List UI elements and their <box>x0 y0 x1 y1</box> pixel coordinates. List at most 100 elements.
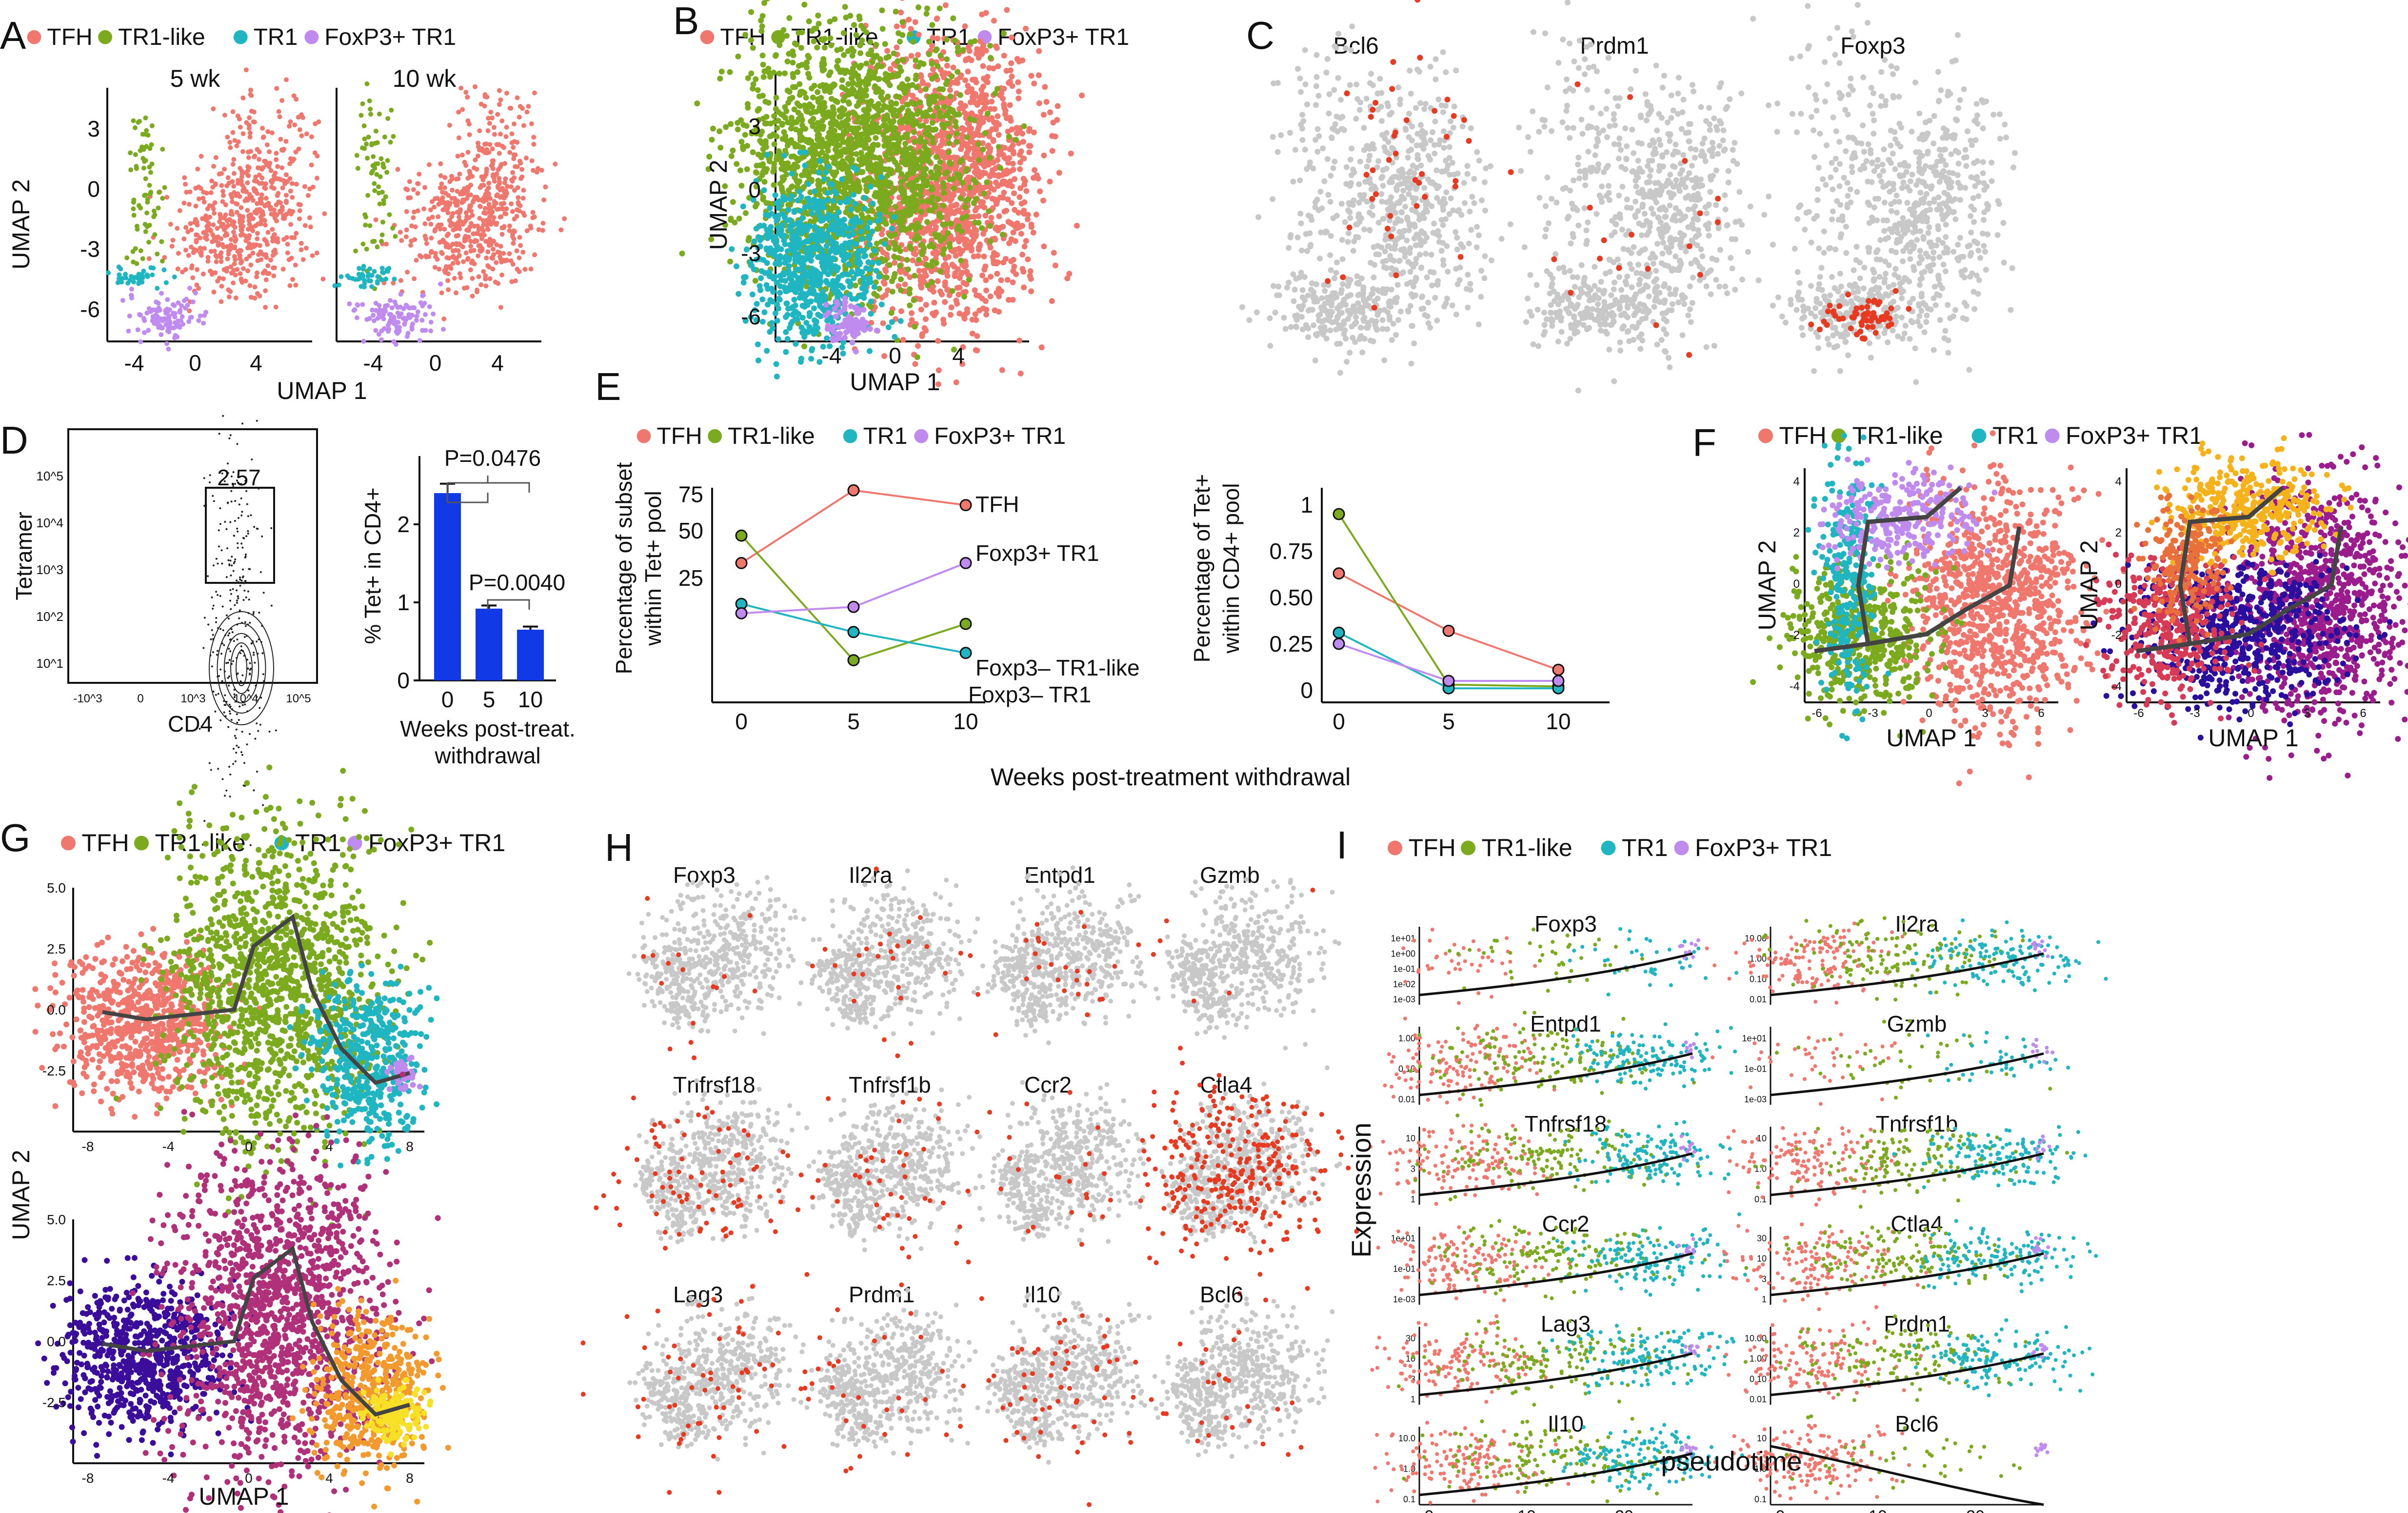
scatter-points <box>1009 989 1063 1038</box>
panel-f-xtick: -6 <box>1811 707 1822 720</box>
panel-h-umap-entpd1 <box>968 865 1170 1045</box>
scatter-points <box>1579 16 1780 370</box>
scatter-points <box>2149 435 2354 576</box>
trend-curve <box>1770 1445 2044 1506</box>
scatter-points <box>1376 1225 1572 1302</box>
legend-dot <box>1971 428 1987 443</box>
scatter-points <box>1926 1031 2070 1083</box>
scatter-points <box>637 1078 816 1242</box>
e-left-point <box>847 600 860 613</box>
e-right-xtick: 5 <box>1442 709 1455 734</box>
panel-i-ytick: 1.0 <box>1403 1464 1415 1474</box>
scatter-points <box>1159 1354 1230 1436</box>
panel-g-ytick: 5.0 <box>47 1212 66 1227</box>
panel-i-ytick: 0.01 <box>1750 1394 1767 1404</box>
scatter-points <box>656 1194 707 1244</box>
e-series-label: Foxp3– TR1 <box>968 682 1091 707</box>
scatter-points <box>1753 1127 2069 1209</box>
flow-xtick: 10^3 <box>180 692 205 705</box>
legend-label: TFH <box>1779 422 1827 449</box>
panel-i-xtick: 0 <box>1776 1507 1785 1513</box>
panel-h-gene-label: Foxp3 <box>673 862 736 888</box>
scatter-points <box>130 1072 441 1513</box>
scatter-points <box>1910 918 2108 995</box>
panel-f-ytick: 4 <box>1793 475 1800 488</box>
e-left-ylabel: within Tet+ pool <box>640 491 666 646</box>
flow-ytick: 10^2 <box>36 609 63 624</box>
scatter-points <box>995 1291 1159 1465</box>
scatter-points <box>287 962 440 1169</box>
panel-g-legend: TFH TR1-like TR1 FoxP3+ TR1 <box>61 829 505 856</box>
legend-label: TFH <box>82 829 129 856</box>
scatter-points <box>1555 1212 1747 1297</box>
legend-dot <box>61 836 76 851</box>
scatter-points <box>804 1353 881 1430</box>
e-left-ylabel: Percentage of subset <box>611 462 637 674</box>
scatter-points <box>805 935 881 1004</box>
gate-box <box>205 487 275 584</box>
legend-dot <box>2045 428 2060 443</box>
bar-week-10 <box>517 630 544 680</box>
panel-i-plot-il10: Il10 10.0 1.0 0.1 0 10 20 <box>1373 1411 1744 1513</box>
scatter-points <box>1828 32 2018 385</box>
legend-label: TR1 <box>1992 422 2038 449</box>
legend-label: FoxP3+ TR1 <box>934 423 1066 449</box>
bar-ytick: 1 <box>397 590 410 615</box>
panel-i-ylabel: Expression <box>1346 1122 1376 1257</box>
panel-a-subtitle: 10 wk <box>393 65 457 92</box>
panel-f-umap-1 <box>1750 430 2127 787</box>
panel-f-xtick: 0 <box>1926 707 1932 720</box>
scatter-points <box>332 263 397 290</box>
e-left-point <box>959 647 972 659</box>
panel-i-ytick: 1e+01 <box>1391 934 1415 943</box>
panel-a-xtick: -4 <box>363 350 383 376</box>
panel-f-xtick: -6 <box>2133 707 2144 720</box>
panel-i-ytick: 0.01 <box>1750 995 1767 1004</box>
scatter-points <box>35 1255 254 1459</box>
panel-i-gene-label: Foxp3 <box>1534 911 1597 936</box>
contour-line <box>217 623 266 714</box>
panel-i-ytick: 1e-02 <box>1393 979 1415 989</box>
panel-g-ytick: 2.5 <box>47 1273 66 1288</box>
scatter-points <box>1563 1120 1732 1186</box>
panel-f-ytick: 2 <box>1793 526 1800 539</box>
flow-xtick: 0 <box>137 692 143 705</box>
contour-line <box>223 633 259 704</box>
trend-curve <box>1419 1052 1693 1096</box>
scatter-points <box>1762 916 2025 1002</box>
scatter-points <box>806 1145 879 1218</box>
scatter-points <box>980 936 1052 1013</box>
contour-line <box>209 611 274 725</box>
legend-dot <box>134 836 149 851</box>
panel-f-ytick: -2 <box>1790 629 1800 642</box>
panel-letter-i: I <box>1336 823 1347 867</box>
legend-label: FoxP3+ TR1 <box>368 829 505 856</box>
panel-i-ytick: 0.1 <box>1754 1494 1767 1504</box>
trajectory-path <box>102 1245 411 1417</box>
panel-h-umap-ccr2 <box>965 1080 1147 1265</box>
scatter-points <box>1523 265 1693 354</box>
panel-i-ytick: 1e+01 <box>1742 1034 1767 1043</box>
scatter-points <box>829 1192 892 1238</box>
legend-dot <box>27 30 41 44</box>
panel-h-umap-foxp3 <box>626 875 816 1052</box>
legend-label: TFH <box>1409 834 1456 861</box>
scatter-points <box>1401 927 1537 1005</box>
legend-label: FoxP3+ TR1 <box>324 24 456 50</box>
significance-bracket <box>446 476 530 493</box>
e-left-point <box>847 626 860 638</box>
scatter-points <box>1684 1040 1696 1060</box>
bar-ylabel: % Tet+ in CD4+ <box>360 487 385 644</box>
flow-ytick: 10^4 <box>36 516 63 530</box>
e-left-ytick: 75 <box>678 481 703 507</box>
bar-xtick: 0 <box>441 687 454 712</box>
panel-i-ytick: 3 <box>1762 1274 1767 1284</box>
panel-i-ytick: 10.00 <box>1745 1334 1767 1343</box>
panel-f-xlabel: UMAP 1 <box>1886 724 1976 752</box>
panel-d-bar-chart: 0 1 2 0 5 10 P=0.0476 P=0.0040 <box>397 445 565 712</box>
panel-e-legend: TFH TR1-like TR1 FoxP3+ TR1 <box>637 423 1066 449</box>
